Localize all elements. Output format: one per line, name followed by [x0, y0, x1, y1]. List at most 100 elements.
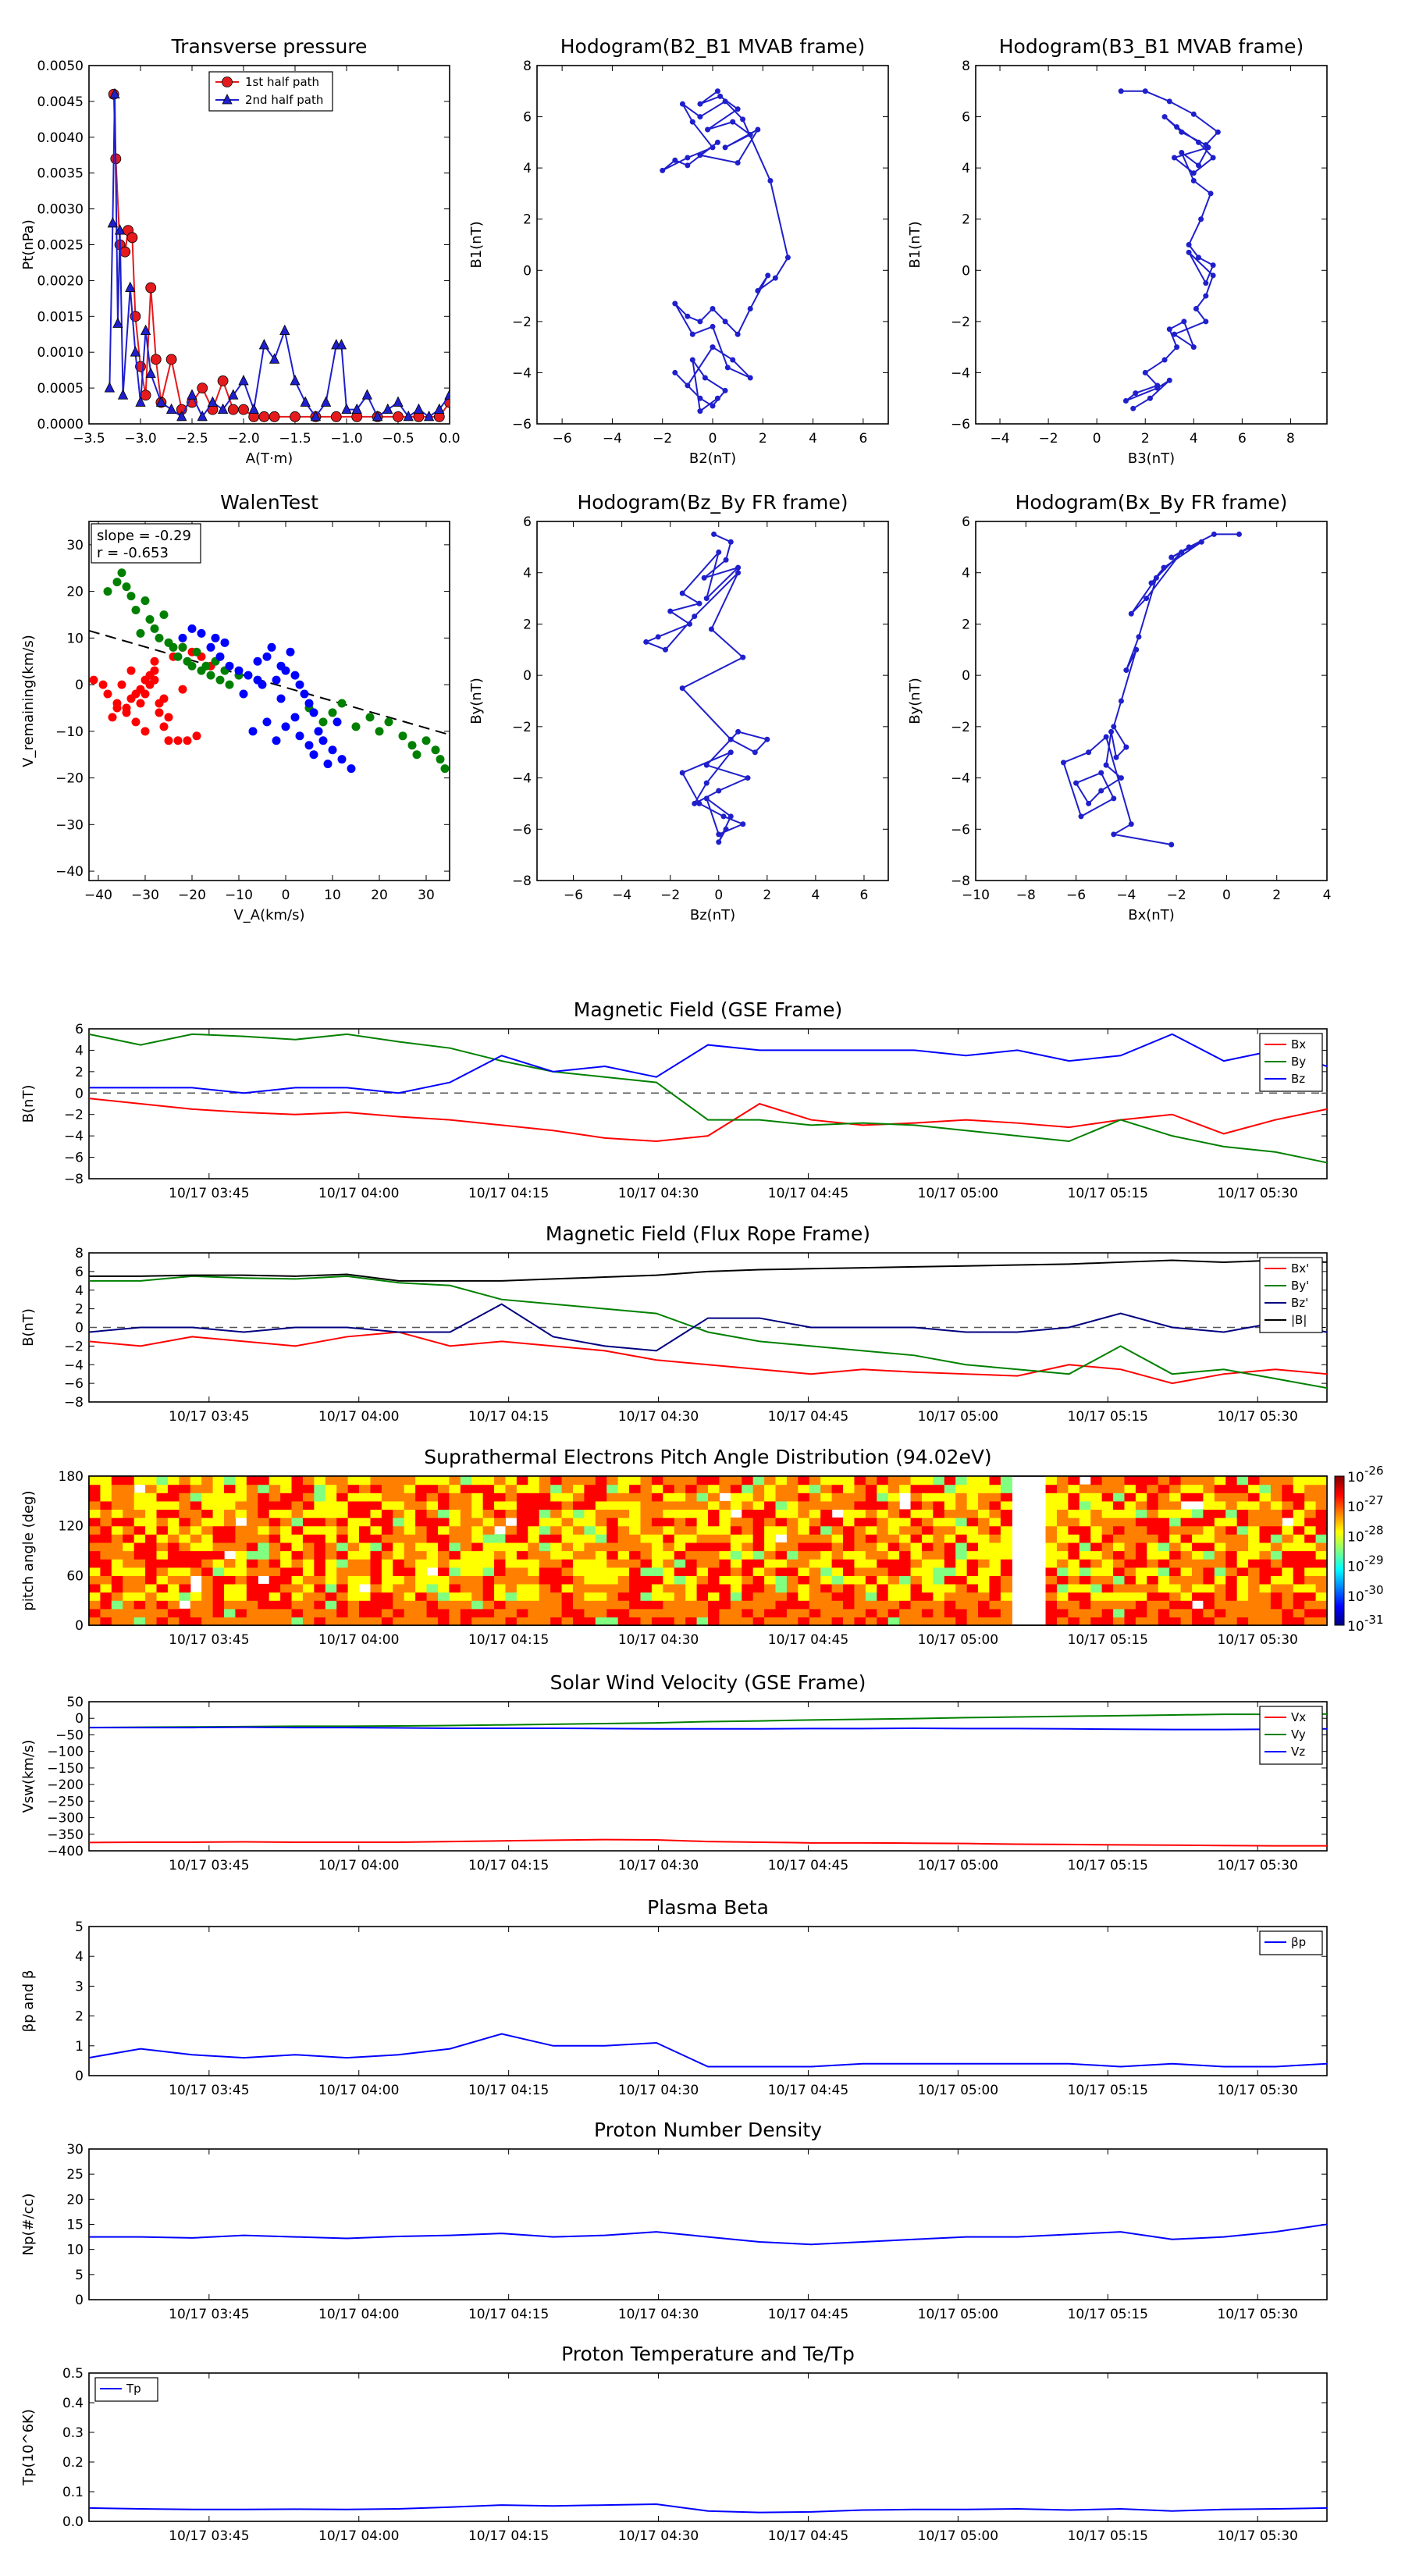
heatmap-cell — [1135, 1575, 1147, 1585]
heatmap-cell — [415, 1493, 428, 1502]
data-point — [692, 800, 698, 806]
heatmap-cell — [460, 1559, 472, 1568]
heatmap-cell — [1293, 1575, 1305, 1585]
heatmap-cell — [404, 1534, 416, 1543]
y-axis-label: B(nT) — [20, 1085, 37, 1123]
heatmap-cell — [708, 1575, 720, 1585]
heatmap-cell — [539, 1575, 551, 1585]
heatmap-cell — [550, 1575, 563, 1585]
heatmap-cell — [955, 1608, 968, 1617]
heatmap-cell — [955, 1542, 968, 1552]
data-point — [1215, 129, 1221, 135]
heatmap-cell — [1248, 1583, 1261, 1593]
heatmap-cell — [1135, 1600, 1147, 1610]
heatmap-cell — [528, 1484, 540, 1493]
heatmap-cell — [966, 1608, 979, 1617]
heatmap-cell — [831, 1567, 844, 1576]
heatmap-cell — [1180, 1583, 1193, 1593]
heatmap-cell — [978, 1509, 991, 1518]
heatmap-cell — [1293, 1509, 1305, 1518]
y-tick-label: −4 — [512, 365, 532, 381]
heatmap-cell — [1270, 1600, 1282, 1610]
heatmap-cell — [1135, 1500, 1147, 1510]
heatmap-cell — [809, 1617, 821, 1626]
heatmap-cell — [595, 1600, 607, 1610]
data-point — [314, 727, 323, 736]
heatmap-cell — [1236, 1534, 1249, 1543]
heatmap-cell — [685, 1476, 698, 1485]
y-tick-label: 0.2 — [62, 2455, 84, 2471]
data-point — [697, 408, 703, 415]
heatmap-cell — [123, 1583, 135, 1593]
heatmap-cell — [1248, 1542, 1261, 1552]
heatmap-cell — [674, 1509, 686, 1518]
heatmap-cell — [921, 1484, 934, 1493]
heatmap-cell — [606, 1608, 619, 1617]
data-point — [735, 106, 741, 112]
heatmap-cell — [1135, 1617, 1147, 1626]
panel-t2: Suprathermal Electrons Pitch Angle Distr… — [20, 1446, 1384, 1648]
heatmap-cell — [516, 1493, 528, 1502]
heatmap-cell — [899, 1575, 912, 1585]
data-point — [333, 717, 342, 727]
data-point — [178, 685, 187, 694]
data-point — [173, 652, 183, 661]
heatmap-cell — [1169, 1500, 1182, 1510]
heatmap-cell — [550, 1550, 563, 1560]
heatmap-cell — [1259, 1575, 1272, 1585]
heatmap-cell — [843, 1608, 855, 1617]
data-point — [672, 301, 678, 307]
heatmap-cell — [910, 1493, 923, 1502]
heatmap-cell — [1293, 1592, 1305, 1601]
heatmap-cell — [1304, 1525, 1317, 1535]
heatmap-cell — [561, 1509, 574, 1518]
heatmap-cell — [921, 1559, 934, 1568]
data-point — [393, 411, 404, 422]
heatmap-cell — [258, 1583, 270, 1593]
hodogram-line — [662, 90, 789, 413]
data-point — [227, 404, 239, 415]
data-point — [258, 339, 270, 350]
heatmap-cell — [415, 1559, 428, 1568]
heatmap-cell — [404, 1608, 416, 1617]
y-tick-label: 0 — [75, 2069, 84, 2084]
heatmap-cell — [921, 1608, 934, 1617]
heatmap-cell — [887, 1476, 900, 1485]
heatmap-cell — [1248, 1559, 1261, 1568]
y-tick-label: 4 — [962, 161, 970, 176]
heatmap-cell — [1203, 1617, 1215, 1626]
data-point — [183, 736, 192, 745]
heatmap-cell — [145, 1583, 158, 1593]
heatmap-cell — [212, 1575, 225, 1585]
heatmap-cell — [561, 1525, 574, 1535]
legend-label: Bz — [1291, 1072, 1305, 1086]
heatmap-cell — [910, 1592, 923, 1601]
heatmap-cell — [572, 1559, 585, 1568]
heatmap-cell — [752, 1567, 765, 1576]
heatmap-cell — [437, 1476, 450, 1485]
heatmap-cell — [494, 1583, 507, 1593]
heatmap-cell — [887, 1484, 900, 1493]
data-point — [126, 666, 136, 675]
heatmap-cell — [336, 1500, 349, 1510]
heatmap-cell — [1158, 1567, 1170, 1576]
heatmap-cell — [719, 1567, 731, 1576]
heatmap-cell — [1304, 1517, 1317, 1527]
y-axis-label: Pt(nPa) — [20, 219, 37, 269]
heatmap-cell — [617, 1493, 630, 1502]
data-point — [131, 606, 140, 615]
heatmap-cell — [764, 1550, 777, 1560]
data-point — [723, 557, 729, 563]
heatmap-cell — [336, 1592, 349, 1601]
heatmap-cell — [865, 1567, 877, 1576]
data-point — [286, 647, 295, 656]
x-tick-label: 10/17 05:15 — [1068, 2307, 1148, 2322]
heatmap-cell — [966, 1534, 979, 1543]
heatmap-cell — [865, 1476, 877, 1485]
x-tick-label: 10/17 04:00 — [318, 1632, 399, 1648]
heatmap-cell — [674, 1617, 686, 1626]
x-tick-label: 10/17 05:30 — [1217, 1186, 1297, 1201]
heatmap-cell — [910, 1500, 923, 1510]
x-tick-label: 10/17 04:15 — [468, 2307, 549, 2322]
heatmap-cell — [235, 1542, 247, 1552]
